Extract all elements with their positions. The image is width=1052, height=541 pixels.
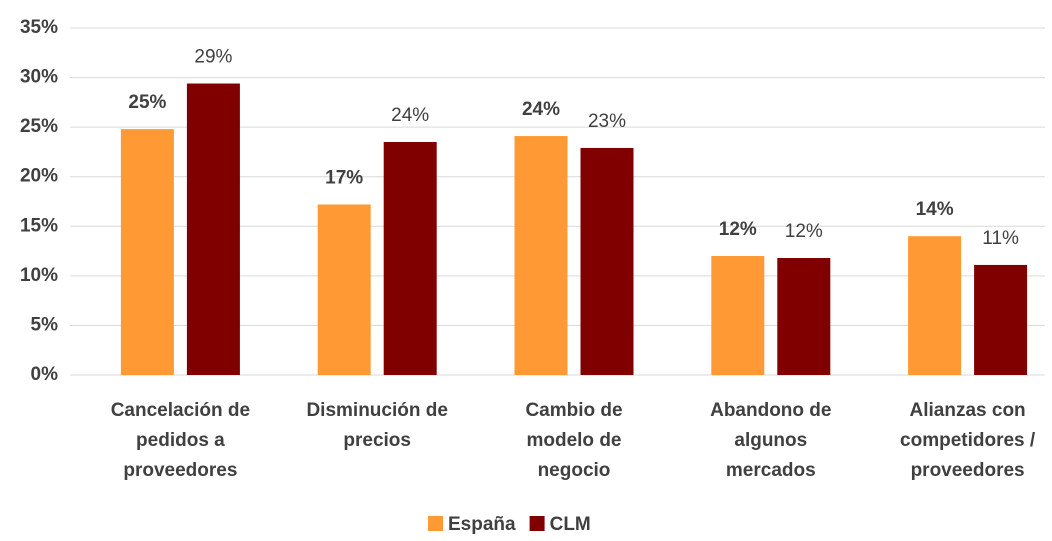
bar: [777, 258, 831, 375]
bar: [908, 236, 962, 375]
bar: [974, 264, 1028, 375]
x-tick-label: Alianzas con competidores / proveedores: [900, 400, 1036, 481]
value-label: 24%: [391, 105, 429, 126]
value-label: 29%: [194, 47, 232, 68]
y-tick-label: 10%: [20, 265, 58, 286]
value-label: 24%: [522, 99, 560, 120]
y-tick-label: 20%: [20, 166, 58, 187]
x-tick-label: Abandono de algunos mercados: [710, 400, 831, 481]
legend-label: España: [448, 514, 516, 535]
x-tick-label: Cambio de modelo de negocio: [525, 400, 622, 481]
y-tick-label: 30%: [20, 67, 58, 88]
y-tick-label: 35%: [20, 17, 58, 38]
legend-swatch: [529, 516, 545, 531]
value-label: 12%: [785, 221, 823, 242]
bar: [120, 129, 174, 375]
y-tick-label: 0%: [31, 364, 59, 385]
x-tick-label: Cancelación de pedidos a proveedores: [111, 400, 250, 481]
legend-swatch: [428, 516, 443, 531]
bar: [580, 147, 634, 375]
bar: [514, 136, 568, 375]
value-label: 23%: [588, 111, 626, 132]
value-label: 25%: [128, 92, 166, 113]
value-label: 14%: [916, 199, 954, 220]
bar: [186, 83, 240, 376]
value-label: 12%: [719, 219, 757, 240]
legend-label: CLM: [550, 514, 591, 535]
y-tick-label: 5%: [31, 314, 59, 335]
x-tick-label: Disminución de precios: [306, 400, 447, 451]
y-tick-label: 15%: [20, 215, 58, 236]
value-label: 11%: [982, 228, 1019, 249]
value-label: 17%: [325, 167, 363, 188]
bar: [383, 142, 437, 375]
bar: [317, 204, 371, 375]
bar: [711, 256, 765, 375]
y-tick-label: 25%: [20, 116, 58, 137]
